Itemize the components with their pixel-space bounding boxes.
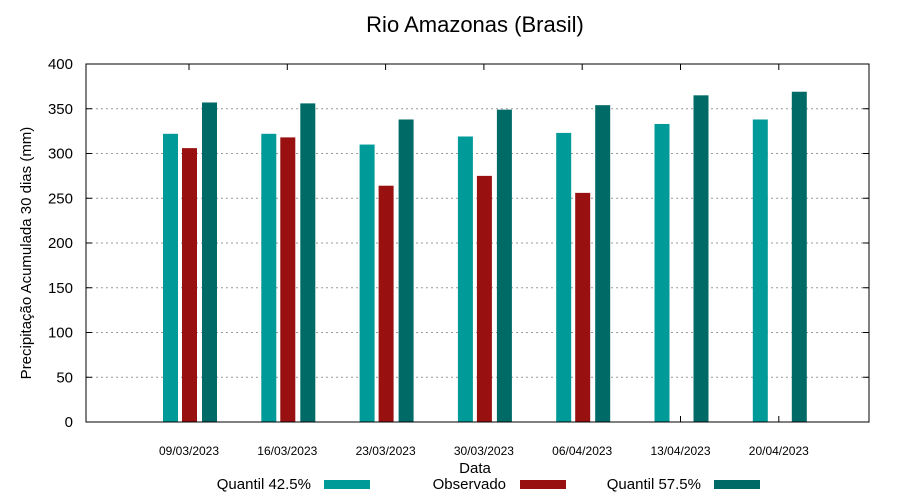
bar-quantil-57-5--3: [496, 109, 512, 423]
legend-label: Quantil 57.5%: [607, 476, 701, 493]
y-tick-label: 50: [56, 369, 73, 386]
bar-quantil-42-5--3: [457, 136, 473, 422]
legend-label: Quantil 42.5%: [217, 476, 311, 493]
bar-observado-3: [476, 175, 492, 422]
chart-title: Rio Amazonas (Brasil): [366, 12, 584, 37]
bar-quantil-57-5--5: [693, 95, 709, 422]
bars: [163, 91, 807, 423]
bar-quantil-42-5--4: [556, 132, 572, 423]
y-tick-label: 150: [48, 280, 73, 297]
y-tick-label: 350: [48, 101, 73, 118]
x-tick-label: 13/04/2023: [650, 444, 710, 458]
x-tick-label: 09/03/2023: [159, 444, 219, 458]
bar-quantil-42-5--1: [261, 133, 277, 422]
y-tick-label: 300: [48, 146, 73, 163]
bar-observado-1: [280, 137, 296, 422]
x-tick-label: 20/04/2023: [749, 444, 809, 458]
x-tick-labels: 09/03/2023 16/03/2023 23/03/2023 30/03/2023…: [159, 444, 809, 458]
y-tick-label: 400: [48, 56, 73, 73]
legend: Quantil 42.5% Observado Quantil 57.5%: [217, 476, 760, 493]
y-tick-label: 200: [48, 235, 73, 252]
bar-quantil-57-5--4: [595, 105, 611, 423]
x-tick-label: 30/03/2023: [454, 444, 514, 458]
y-tick-label: 250: [48, 190, 73, 207]
legend-swatch: [714, 480, 760, 489]
x-tick-label: 16/03/2023: [257, 444, 317, 458]
y-tick-label: 100: [48, 325, 73, 342]
bar-quantil-42-5--5: [654, 123, 670, 422]
bar-quantil-57-5--1: [300, 103, 316, 422]
x-tick-label: 23/03/2023: [356, 444, 416, 458]
y-axis-label: Precipitação Acumulada 30 dias (mm): [18, 127, 35, 380]
bar-quantil-57-5--2: [398, 119, 414, 423]
y-tick-labels: 0 50 100 150 200 250 300 350 400: [48, 56, 73, 431]
bar-quantil-42-5--0: [163, 133, 178, 422]
legend-swatch: [520, 480, 566, 489]
bar-quantil-57-5--6: [791, 91, 807, 423]
bar-observado-0: [182, 148, 197, 422]
legend-swatch: [324, 480, 370, 489]
bar-observado-4: [575, 192, 591, 422]
legend-label: Observado: [433, 476, 506, 493]
x-axis-label: Data: [459, 460, 491, 477]
plot-frame: [85, 63, 870, 423]
x-tick-label: 06/04/2023: [552, 444, 612, 458]
bar-quantil-42-5--6: [752, 119, 768, 423]
bar-observado-2: [378, 185, 394, 422]
bar-quantil-57-5--0: [202, 102, 217, 423]
y-tick-label: 0: [65, 414, 73, 431]
bar-quantil-42-5--2: [359, 144, 375, 423]
